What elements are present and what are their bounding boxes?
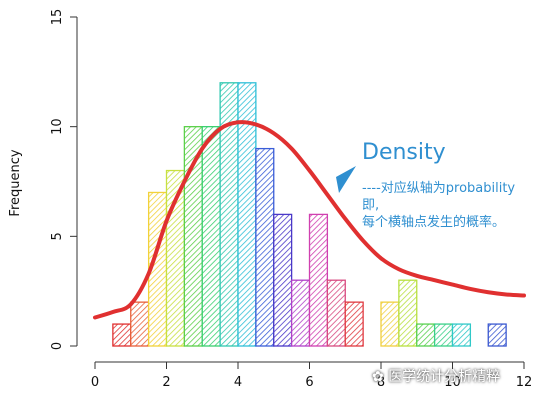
x-tick-label: 12 — [516, 375, 533, 390]
y-axis-label: Frequency — [8, 149, 23, 216]
histogram-bar — [398, 279, 418, 347]
annotation-line-1: ----对应纵轴为probability — [362, 181, 516, 196]
y-tick-label: 0 — [50, 342, 65, 350]
annotation-line-2: 即, — [362, 198, 380, 213]
histogram-bar — [290, 279, 311, 347]
histogram-bar — [326, 279, 346, 347]
histogram-bar — [487, 323, 507, 347]
histogram-bar — [416, 323, 436, 347]
x-tick-label: 6 — [305, 375, 313, 390]
x-tick-label: 8 — [377, 375, 385, 390]
watermark: ✿ 医学统计分析精粹 — [372, 366, 500, 386]
x-tick-label: 10 — [444, 375, 461, 390]
histogram-bar — [201, 126, 221, 347]
histogram-bars — [112, 82, 507, 347]
histogram-bar — [380, 301, 400, 347]
histogram-bar — [308, 213, 329, 347]
wechat-icon: ✿ — [372, 369, 384, 385]
watermark-text: 医学统计分析精粹 — [388, 369, 501, 385]
histogram-bar — [433, 323, 454, 347]
axes — [70, 16, 525, 369]
histogram-bar — [344, 301, 364, 347]
density-curve — [93, 120, 526, 320]
y-tick-label: 10 — [50, 118, 65, 135]
histogram-bar — [273, 213, 293, 347]
x-tick-label: 0 — [91, 375, 99, 390]
histogram-bar — [112, 323, 132, 347]
annotation-line-3: 每个横轴点发生的概率。 — [362, 215, 506, 230]
y-tick-label: 15 — [50, 9, 65, 26]
tick-labels: 0 5 10 15 0 2 4 6 8 10 12 — [50, 9, 532, 390]
histogram-bar — [451, 323, 472, 347]
y-tick-label: 5 — [50, 232, 65, 240]
annotation-arrow — [336, 166, 356, 193]
annotation-title: Density — [362, 140, 446, 165]
x-tick-label: 2 — [162, 375, 170, 390]
x-tick-label: 4 — [234, 375, 242, 390]
histogram-bar — [255, 147, 275, 347]
histogram-bar — [130, 301, 150, 347]
histogram-bar — [183, 126, 203, 347]
